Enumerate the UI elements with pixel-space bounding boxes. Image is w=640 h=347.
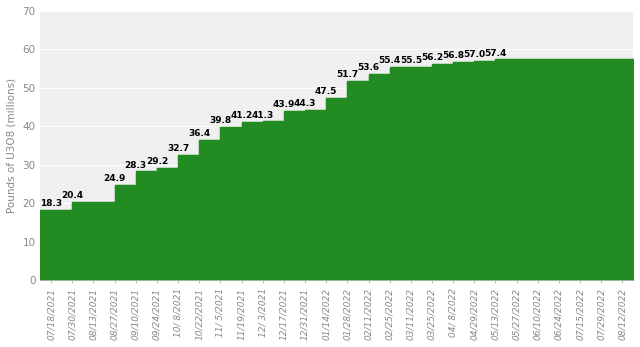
Text: 57.0: 57.0: [463, 50, 485, 59]
Text: 55.5: 55.5: [400, 56, 422, 65]
Text: 56.8: 56.8: [442, 51, 464, 60]
Text: 41.2: 41.2: [230, 111, 253, 120]
Text: 41.3: 41.3: [252, 110, 274, 119]
Text: 20.4: 20.4: [61, 191, 83, 200]
Text: 43.9: 43.9: [273, 101, 295, 110]
Text: 24.9: 24.9: [104, 174, 125, 183]
Text: 44.3: 44.3: [294, 99, 316, 108]
Text: 28.3: 28.3: [125, 161, 147, 170]
Text: 57.4: 57.4: [484, 49, 507, 58]
Text: 32.7: 32.7: [167, 144, 189, 153]
Text: 36.4: 36.4: [188, 129, 211, 138]
Y-axis label: Pounds of U3O8 (millions): Pounds of U3O8 (millions): [7, 78, 17, 213]
Text: 51.7: 51.7: [336, 70, 358, 79]
Text: 55.4: 55.4: [378, 56, 401, 65]
Text: 39.8: 39.8: [209, 116, 232, 125]
Text: 53.6: 53.6: [358, 63, 380, 72]
Text: 29.2: 29.2: [146, 157, 168, 166]
Text: 56.2: 56.2: [421, 53, 443, 62]
Text: 47.5: 47.5: [315, 87, 337, 96]
Text: 18.3: 18.3: [40, 199, 62, 208]
